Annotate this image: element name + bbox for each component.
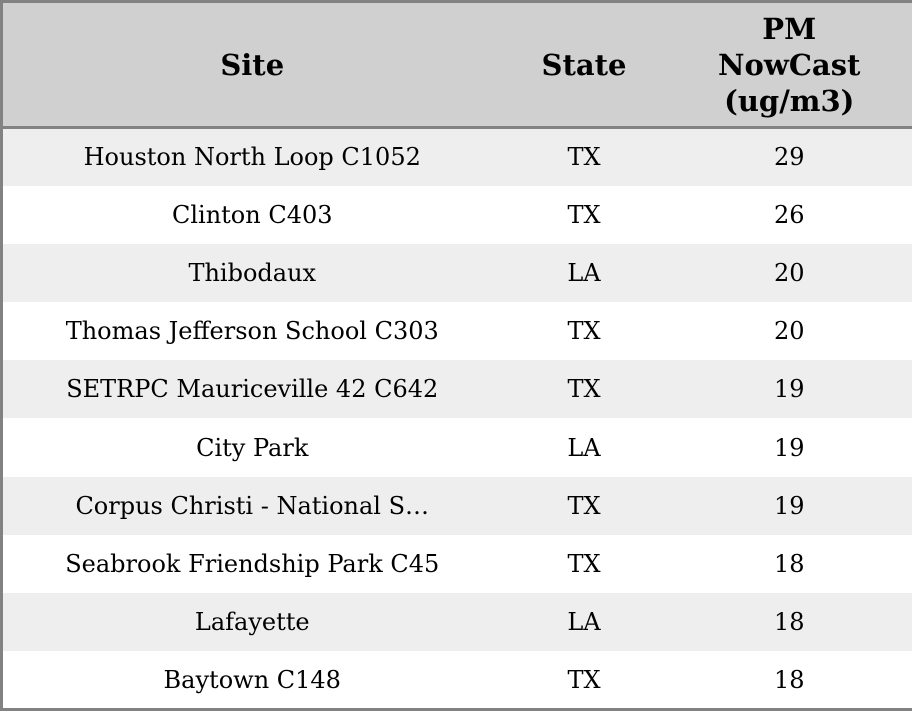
header-row: Site State PM NowCast (ug/m3) [1, 1, 912, 129]
state-cell: TX [567, 200, 601, 229]
pm-nowcast-cell: 20 [773, 317, 805, 346]
table-row: Thomas Jefferson School C303 TX 20 [1, 302, 912, 361]
state-cell: TX [567, 143, 601, 172]
site-cell: Clinton C403 [171, 200, 333, 229]
site-cell: Corpus Christi - National S… [75, 491, 430, 520]
pm-nowcast-cell: 19 [773, 433, 805, 462]
table-row: Clinton C403 TX 26 [1, 185, 912, 244]
state-cell: LA [567, 258, 601, 287]
state-cell: TX [567, 549, 601, 578]
site-cell: City Park [196, 433, 309, 462]
site-cell: Thibodaux [188, 258, 317, 287]
column-header-state-label: State [541, 47, 627, 82]
state-cell: TX [567, 491, 601, 520]
column-header-pm-nowcast-label: PM NowCast (ug/m3) [718, 11, 861, 118]
table-body: Houston North Loop C1052 TX 29 Clinton C403… [1, 127, 912, 710]
table-row: Thibodaux LA 20 [1, 243, 912, 303]
site-cell: Thomas Jefferson School C303 [65, 317, 439, 346]
state-cell: TX [567, 317, 601, 346]
pm-nowcast-cell: 18 [773, 549, 805, 578]
column-header-site: Site [1, 1, 502, 129]
column-header-pm-nowcast: PM NowCast (ug/m3) [666, 1, 912, 129]
site-cell: Baytown C148 [163, 665, 341, 694]
table-row: Lafayette LA 18 [1, 593, 912, 652]
site-cell: Houston North Loop C1052 [83, 143, 421, 172]
table-row: Baytown C148 TX 18 [1, 651, 912, 710]
pm-nowcast-cell: 29 [773, 143, 805, 172]
column-header-site-label: Site [220, 47, 285, 82]
state-cell: LA [567, 608, 601, 637]
table-row: SETRPC Mauriceville 42 C642 TX 19 [1, 360, 912, 419]
site-cell: Lafayette [194, 608, 310, 637]
table-header: Site State PM NowCast (ug/m3) [1, 1, 912, 129]
column-header-state: State [501, 1, 667, 129]
site-cell: Seabrook Friendship Park C45 [65, 549, 440, 578]
state-cell: TX [567, 665, 601, 694]
pm-nowcast-cell: 26 [773, 200, 805, 229]
table-row: City Park LA 19 [1, 418, 912, 477]
pm-nowcast-cell: 18 [773, 608, 805, 637]
pm-nowcast-cell: 20 [773, 258, 805, 287]
site-cell: SETRPC Mauriceville 42 C642 [66, 375, 439, 404]
table-row: Corpus Christi - National S… TX 19 [1, 476, 912, 535]
state-cell: TX [567, 375, 601, 404]
table-row: Houston North Loop C1052 TX 29 [1, 127, 912, 186]
pm-nowcast-cell: 18 [773, 665, 805, 694]
pm-nowcast-cell: 19 [773, 491, 805, 520]
table-row: Seabrook Friendship Park C45 TX 18 [1, 534, 912, 593]
state-cell: LA [567, 433, 601, 462]
pm-nowcast-cell: 19 [773, 375, 805, 404]
